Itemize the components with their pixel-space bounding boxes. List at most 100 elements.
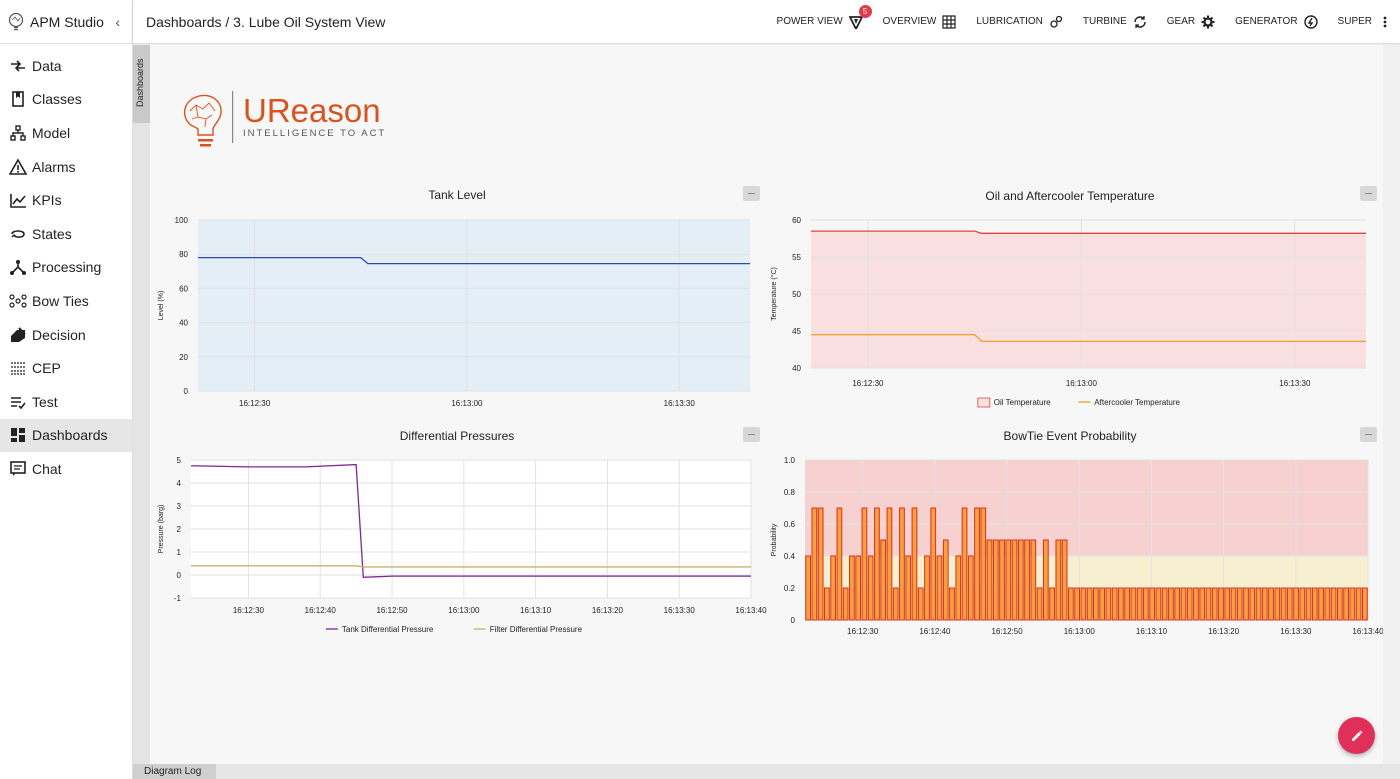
logo-text-group: UReason INTELLIGENCE TO ACT xyxy=(243,92,386,140)
bar xyxy=(1036,587,1043,621)
book-icon xyxy=(12,91,24,108)
sidebar-item-states[interactable]: States xyxy=(0,217,132,251)
sidebar-item-processing[interactable]: Processing xyxy=(0,251,132,285)
bar xyxy=(967,555,974,621)
minimize-button[interactable] xyxy=(1360,186,1377,201)
x-tick-label: 16:12:30 xyxy=(852,379,884,388)
x-tick-label: 16:13:20 xyxy=(1208,627,1240,636)
y-tick-label: 0.2 xyxy=(784,584,796,593)
sidebar-item-label: Test xyxy=(32,393,58,410)
bar xyxy=(1305,587,1312,621)
warning-icon xyxy=(9,157,27,175)
sidebar-item-bow-ties[interactable]: Bow Ties xyxy=(0,284,132,318)
nav-label: LUBRICATION xyxy=(976,16,1043,27)
y-tick-label: 1.0 xyxy=(784,456,796,465)
sidebar-item-classes[interactable]: Classes xyxy=(0,83,132,117)
chart-title: BowTie Event Probability xyxy=(1003,429,1137,443)
bar xyxy=(1311,587,1318,621)
vertical-scrollbar[interactable] xyxy=(1383,45,1400,764)
bar xyxy=(1143,587,1149,621)
bar xyxy=(992,539,999,621)
y-tick-label: 80 xyxy=(179,250,188,259)
nav-super[interactable]: SUPER xyxy=(1338,15,1392,29)
nav-power-view[interactable]: POWER VIEW 5 xyxy=(777,4,872,29)
sidebar-item-kpis[interactable]: KPIs xyxy=(0,183,132,217)
sidebar-item-alarms[interactable]: Alarms xyxy=(0,150,132,184)
sidebar-item-data[interactable]: Data xyxy=(0,49,132,83)
bar xyxy=(842,587,849,621)
y-tick-label: 0 xyxy=(177,571,182,580)
legend-label: Tank Differential Pressure xyxy=(342,625,434,634)
footer-bar: Diagram Log xyxy=(133,764,1400,779)
sidebar-item-dashboards[interactable]: Dashboards xyxy=(0,418,132,453)
pencil-icon xyxy=(1351,729,1363,741)
chevron-left-icon[interactable]: ‹ xyxy=(115,13,120,30)
minimize-button[interactable] xyxy=(743,186,760,201)
sidebar-item-cep[interactable]: CEP xyxy=(0,351,132,385)
x-tick-label: 16:12:30 xyxy=(847,627,879,636)
bar xyxy=(1249,587,1256,621)
sidebar-item-decision[interactable]: Decision xyxy=(0,318,132,352)
y-tick-label: 45 xyxy=(792,327,801,336)
nav-lubrication[interactable]: LUBRICATION xyxy=(976,15,1063,29)
probability-band xyxy=(805,460,1368,556)
y-tick-label: 40 xyxy=(792,364,801,373)
data-arrows-icon xyxy=(11,60,25,72)
bar xyxy=(1067,587,1074,621)
legend-label: Oil Temperature xyxy=(994,398,1051,407)
bar xyxy=(1055,539,1062,621)
sidebar-item-chat[interactable]: Chat xyxy=(0,452,132,486)
bar xyxy=(1061,539,1068,621)
top-nav: POWER VIEW 5 OVERVIEW LUBRICATION TURBINE GEA… xyxy=(777,0,1400,43)
series-line xyxy=(811,230,1366,234)
sidebar: APM Studio ‹ Data Classes Model Alarms KPIs S… xyxy=(0,0,133,779)
minimize-button[interactable] xyxy=(1360,427,1377,442)
nav-overview[interactable]: OVERVIEW xyxy=(883,14,957,29)
bar xyxy=(1193,587,1199,621)
turbine-icon xyxy=(1134,15,1146,28)
sidebar-menu: Data Classes Model Alarms KPIs States Processi… xyxy=(0,44,132,486)
logo-brand: UReason xyxy=(243,92,381,129)
bar xyxy=(1318,587,1324,621)
ureason-logo xyxy=(183,91,234,147)
nav-gear[interactable]: GEAR xyxy=(1167,15,1215,29)
nav-label: SUPER xyxy=(1337,16,1372,27)
sidebar-item-model[interactable]: Model xyxy=(0,116,132,150)
sidebar-header: APM Studio ‹ xyxy=(0,0,132,44)
bar xyxy=(1180,587,1187,621)
bar xyxy=(1330,587,1337,621)
dashboards-side-tab[interactable]: Dashboards xyxy=(133,45,150,764)
x-tick-label: 16:12:30 xyxy=(239,399,271,408)
series-area xyxy=(811,231,1366,368)
sidebar-item-test[interactable]: Test xyxy=(0,385,132,419)
oil-temperature-chart: 40 45 50 55 60 16:12:30 16:13:00 16:13:30 Temper… xyxy=(770,216,1366,408)
bar xyxy=(1161,587,1168,621)
chart-title: Differential Pressures xyxy=(399,429,515,443)
edit-fab-button[interactable] xyxy=(1338,717,1375,754)
chart-title: Tank Level xyxy=(428,188,486,202)
plot-background xyxy=(198,220,750,391)
y-axis-label: Temperature (°C) xyxy=(770,267,778,321)
bar xyxy=(1005,539,1012,621)
bar xyxy=(830,555,837,621)
minimize-button[interactable] xyxy=(743,427,760,442)
bar xyxy=(905,555,912,621)
chat-icon xyxy=(10,461,26,476)
bar xyxy=(1186,587,1193,621)
x-tick-label: 16:13:30 xyxy=(1280,627,1312,636)
legend-label: Filter Differential Pressure xyxy=(490,625,583,634)
nav-generator[interactable]: GENERATOR xyxy=(1235,14,1318,29)
sidebar-item-label: States xyxy=(32,225,72,242)
nav-turbine[interactable]: TURBINE xyxy=(1083,15,1147,29)
dashboards-tab-label[interactable]: Dashboards xyxy=(133,45,150,123)
notification-badge: 5 xyxy=(858,4,872,18)
bar xyxy=(880,539,887,621)
diagram-log-tab[interactable]: Diagram Log xyxy=(133,764,216,779)
bar xyxy=(1236,587,1243,621)
y-tick-label: 55 xyxy=(792,253,801,262)
x-tick-label: 16:13:10 xyxy=(520,606,552,615)
bar xyxy=(817,507,824,621)
gear-icon xyxy=(1201,15,1215,28)
grid-icon xyxy=(942,14,956,29)
bar xyxy=(1336,587,1343,621)
